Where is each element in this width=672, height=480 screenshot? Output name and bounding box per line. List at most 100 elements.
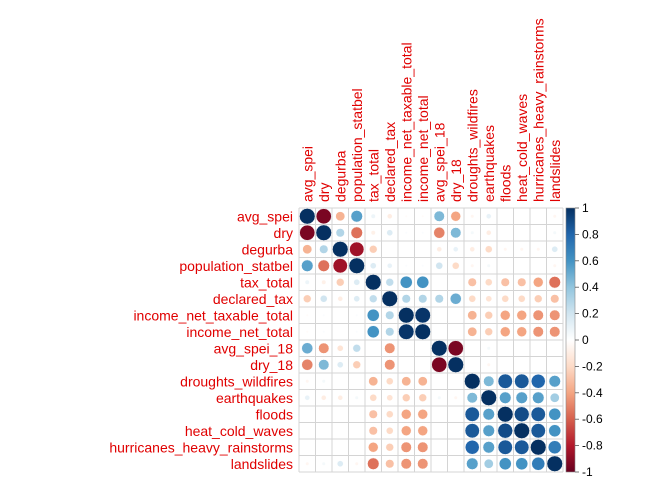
- corr-circle: [352, 360, 361, 369]
- column-label: income_net_total: [415, 95, 431, 202]
- column-label: dry_18: [448, 159, 464, 202]
- corr-circle: [469, 246, 475, 252]
- corr-circle: [431, 340, 448, 357]
- corr-circle: [464, 439, 480, 455]
- corr-circle: [530, 373, 546, 389]
- corr-circle: [332, 241, 349, 258]
- corr-circle: [552, 214, 557, 219]
- corr-circle: [385, 278, 394, 287]
- corr-circle: [355, 313, 359, 317]
- corr-circle: [350, 210, 363, 223]
- corr-circle: [336, 344, 344, 352]
- corr-circle: [355, 330, 359, 334]
- corr-circle: [400, 441, 412, 453]
- matrix-grid: [298, 207, 564, 473]
- column-label: droughts_wildfires: [464, 89, 480, 202]
- corr-circle: [482, 441, 495, 454]
- corr-circle: [352, 344, 361, 353]
- corr-circle: [421, 264, 425, 268]
- corr-circle: [418, 294, 428, 304]
- corr-circle: [503, 247, 508, 252]
- corr-circle: [515, 391, 528, 404]
- corr-circle: [387, 213, 393, 219]
- corr-circle: [385, 443, 394, 452]
- corr-circle: [470, 230, 475, 235]
- row-label: droughts_wildfires: [180, 373, 293, 389]
- corr-circle: [385, 459, 395, 469]
- corr-circle: [550, 294, 560, 304]
- row-label: income_net_total: [186, 324, 293, 340]
- corr-circle: [384, 342, 396, 354]
- corr-circle: [321, 279, 327, 285]
- correlation-circles: [299, 208, 563, 472]
- corr-circle: [319, 244, 329, 254]
- corr-circle: [548, 276, 561, 289]
- corr-circle: [336, 278, 345, 287]
- corr-circle: [470, 263, 475, 268]
- corr-circle: [384, 359, 396, 371]
- corr-circle: [498, 457, 512, 471]
- corr-circle: [514, 373, 530, 389]
- column-label: declared_tax: [382, 122, 398, 202]
- column-label: tax_total: [365, 149, 381, 202]
- row-label: dry_18: [250, 357, 293, 373]
- corr-circle: [350, 226, 363, 239]
- column-label: income_net_taxable_total: [398, 42, 414, 202]
- corr-circle: [399, 275, 413, 289]
- row-label: earthquakes: [216, 390, 293, 406]
- corr-circle: [450, 227, 462, 239]
- corr-circle: [486, 263, 491, 268]
- corr-circle: [301, 259, 314, 272]
- corr-circle: [486, 230, 492, 236]
- corr-circle: [421, 231, 425, 235]
- corr-circle: [514, 439, 530, 455]
- corr-circle: [497, 373, 513, 389]
- corr-circle: [337, 395, 343, 401]
- corr-circle: [517, 294, 526, 303]
- corr-circle: [499, 391, 512, 404]
- column-label: hurricanes_heavy_rainstorms: [530, 18, 546, 202]
- corr-circle: [431, 356, 448, 373]
- corr-circle: [547, 440, 562, 455]
- corr-circle: [299, 224, 316, 241]
- row-label: declared_tax: [213, 291, 293, 307]
- corr-circle: [466, 392, 478, 404]
- corr-circle: [546, 455, 563, 472]
- corr-circle: [417, 441, 429, 453]
- row-label: avg_spei: [237, 208, 293, 224]
- corr-circle: [401, 409, 412, 420]
- corr-circle: [434, 294, 444, 304]
- corr-circle: [398, 323, 415, 340]
- corr-circle: [468, 294, 477, 303]
- corr-circle: [467, 277, 477, 287]
- corr-circle: [484, 278, 493, 287]
- corr-circle: [400, 458, 412, 470]
- corr-circle: [386, 394, 394, 402]
- corr-circle: [301, 358, 314, 371]
- corr-circle: [433, 210, 445, 222]
- corr-circle: [483, 375, 495, 387]
- corr-circle: [381, 290, 398, 307]
- corr-circle: [549, 392, 560, 403]
- corr-circle: [513, 422, 530, 439]
- corr-circle: [354, 395, 359, 400]
- corr-circle: [319, 294, 328, 303]
- corr-circle: [516, 310, 527, 321]
- row-label: tax_total: [240, 274, 293, 290]
- corr-circle: [500, 277, 510, 287]
- corr-circle: [301, 342, 314, 355]
- corr-circle: [436, 246, 442, 252]
- row-label: degurba: [242, 241, 294, 257]
- corr-circle: [337, 296, 343, 302]
- row-label: population_statbel: [179, 258, 293, 274]
- corr-circle: [417, 409, 428, 420]
- corr-circle: [335, 228, 345, 238]
- column-label: heat_cold_waves: [514, 94, 530, 202]
- corr-circle: [530, 423, 546, 439]
- corr-circle: [349, 241, 365, 257]
- corr-circle: [470, 214, 475, 219]
- corr-circle: [421, 214, 425, 218]
- corr-circle: [404, 264, 408, 268]
- row-label: hurricanes_heavy_rainstorms: [109, 439, 293, 455]
